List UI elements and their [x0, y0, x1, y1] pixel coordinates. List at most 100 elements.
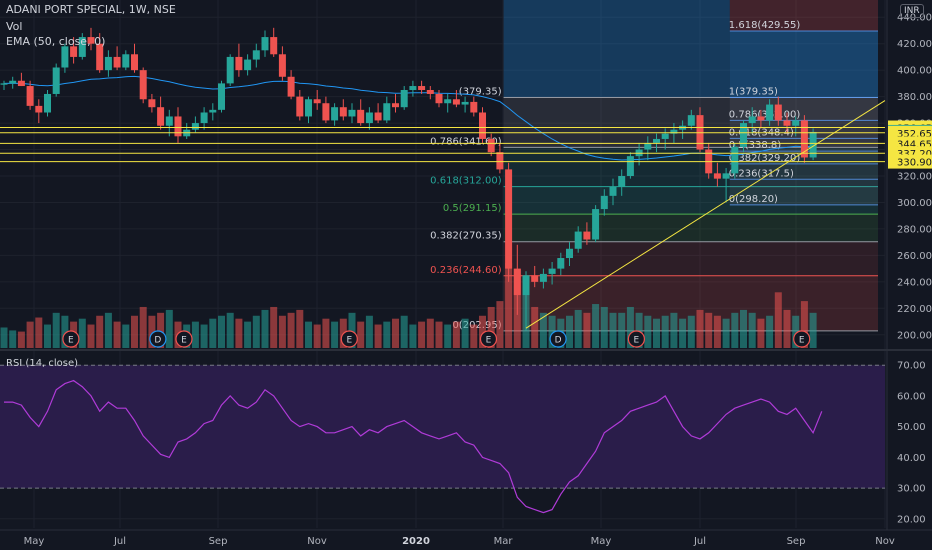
volume-bar — [305, 321, 312, 348]
candle-body — [270, 37, 278, 55]
candle-body — [148, 99, 156, 108]
candle-body — [252, 50, 260, 60]
event-marker — [479, 330, 498, 348]
candle-body — [9, 80, 17, 84]
volume-bar — [609, 312, 617, 348]
fib-highlight-zone — [503, 0, 730, 98]
price-tick-label: 200.00 — [897, 330, 932, 341]
candle-body — [557, 258, 565, 269]
event-marker — [793, 330, 811, 348]
event-marker-label: E — [799, 336, 805, 346]
candle-body — [757, 116, 765, 121]
candle-body — [218, 83, 225, 110]
volume-bar — [444, 324, 452, 348]
rsi-tick-label: 40.00 — [897, 453, 926, 464]
candle-body — [626, 156, 634, 176]
volume-bar — [574, 309, 582, 348]
candle-body — [496, 152, 504, 170]
candle-body — [618, 176, 626, 187]
volume-bar — [783, 309, 791, 348]
volume-bar — [148, 315, 156, 348]
price-tick-label: 420.00 — [897, 39, 932, 50]
candle-body — [461, 101, 469, 105]
candle-body — [313, 99, 321, 104]
volume-bar — [287, 312, 295, 348]
candle-body — [365, 112, 373, 124]
candle-body — [809, 131, 817, 158]
volume-bar — [122, 324, 130, 348]
candle-body — [444, 99, 452, 104]
price-tick-label: 240.00 — [897, 277, 932, 288]
volume-bar — [113, 321, 121, 348]
currency-badge[interactable]: INR — [900, 4, 924, 18]
candle-body — [400, 90, 408, 108]
fib-ext-label: 0.236(317.5) — [729, 168, 794, 179]
volume-bar — [426, 318, 434, 348]
volume-bar — [200, 324, 208, 348]
candle-body — [661, 133, 669, 139]
volume-bar — [539, 312, 547, 348]
event-marker-label: E — [68, 336, 74, 346]
candle-body — [505, 169, 513, 269]
candle-body — [348, 109, 356, 117]
rsi-tick-label: 30.00 — [897, 484, 926, 495]
candle-body — [470, 101, 478, 113]
volume-bar — [26, 321, 34, 348]
volume-bar — [635, 312, 643, 348]
candle-body — [52, 67, 60, 94]
candle-body — [392, 103, 399, 108]
volume-bar — [157, 312, 165, 348]
rsi-tick-label: 20.00 — [897, 514, 926, 525]
event-marker-label: E — [486, 336, 492, 346]
fib-ext-label: 0(298.20) — [729, 194, 778, 205]
price-badge — [888, 154, 932, 169]
candle-body — [235, 56, 243, 71]
candle-body — [644, 142, 652, 150]
volume-bar — [479, 315, 486, 348]
volume-bar — [774, 292, 782, 348]
volume-bar — [131, 315, 138, 348]
candle-body — [748, 116, 756, 124]
candle-body — [157, 107, 165, 126]
candle-body — [139, 70, 147, 100]
price-tick-label: 260.00 — [897, 251, 932, 262]
volume-bar — [270, 306, 278, 348]
time-tick-label: Sep — [787, 536, 806, 547]
candle-body — [740, 123, 747, 147]
volume-bar — [313, 324, 321, 348]
rsi-tick-label: 70.00 — [897, 361, 926, 372]
fib-level-label: 0.786(341.60) — [430, 136, 502, 147]
volume-bar — [9, 330, 17, 348]
volume-bar — [809, 312, 817, 348]
event-marker — [549, 330, 567, 348]
candle-body — [209, 109, 217, 113]
volume-bar — [87, 324, 95, 348]
volume-bar — [348, 312, 356, 348]
volume-bar — [0, 327, 8, 348]
event-marker-label: D — [154, 336, 161, 346]
candle-body — [35, 105, 43, 113]
volume-bar — [531, 306, 539, 348]
time-tick-label: Sep — [209, 536, 228, 547]
candle-body — [609, 186, 617, 196]
candle-body — [426, 90, 434, 94]
candle-body — [566, 248, 573, 259]
volume-bar — [261, 309, 269, 348]
volume-bar — [705, 312, 713, 348]
ema-legend: EMA (50, close, 0) — [6, 35, 106, 48]
candle-body — [44, 93, 51, 113]
candle-body — [670, 129, 678, 134]
time-tick-label: Mar — [494, 536, 514, 547]
candle-body — [722, 173, 730, 179]
volume-bar — [644, 315, 652, 348]
time-tick-label: May — [24, 536, 45, 547]
volume-bar — [296, 309, 304, 348]
price-tick-label: 380.00 — [897, 92, 932, 103]
candle-body — [583, 231, 591, 240]
fib-zone — [503, 241, 878, 276]
volume-bar — [661, 315, 669, 348]
fib-ext-label: 1.618(429.55) — [729, 20, 801, 31]
candle-body — [600, 195, 608, 210]
event-marker — [149, 330, 167, 348]
fib-ext-label: 0.5(338.8) — [729, 140, 781, 151]
